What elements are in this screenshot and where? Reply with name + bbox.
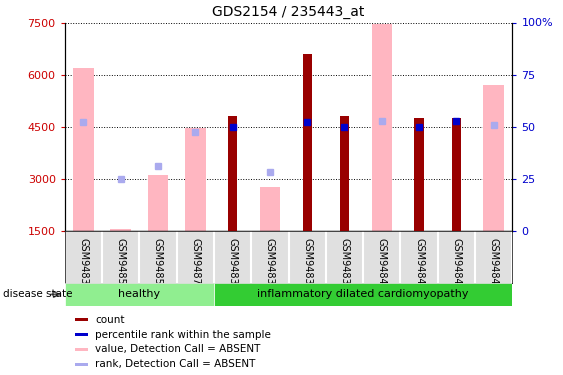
- Bar: [260, 187, 280, 231]
- Bar: [484, 85, 504, 231]
- Bar: [185, 128, 205, 231]
- Bar: [372, 24, 392, 231]
- Bar: [302, 54, 312, 231]
- Text: GSM94841: GSM94841: [414, 238, 424, 291]
- Text: value, Detection Call = ABSENT: value, Detection Call = ABSENT: [96, 344, 261, 354]
- Text: inflammatory dilated cardiomyopathy: inflammatory dilated cardiomyopathy: [257, 290, 469, 299]
- Bar: [110, 228, 131, 231]
- Text: disease state: disease state: [3, 290, 72, 299]
- Text: percentile rank within the sample: percentile rank within the sample: [96, 330, 271, 339]
- Bar: [75, 348, 88, 351]
- Bar: [75, 333, 88, 336]
- Text: GSM94843: GSM94843: [489, 238, 499, 291]
- Text: GSM94838: GSM94838: [302, 238, 312, 291]
- Text: GSM94836: GSM94836: [227, 238, 238, 291]
- Title: GDS2154 / 235443_at: GDS2154 / 235443_at: [212, 5, 365, 19]
- Text: GSM94831: GSM94831: [78, 238, 88, 291]
- Text: count: count: [96, 315, 125, 325]
- Text: GSM94839: GSM94839: [339, 238, 350, 291]
- Bar: [214, 283, 512, 306]
- Text: GSM94870: GSM94870: [190, 238, 200, 291]
- Bar: [414, 118, 424, 231]
- Bar: [75, 363, 88, 366]
- Text: rank, Detection Call = ABSENT: rank, Detection Call = ABSENT: [96, 359, 256, 369]
- Bar: [65, 283, 214, 306]
- Text: healthy: healthy: [118, 290, 160, 299]
- Bar: [75, 318, 88, 321]
- Bar: [73, 68, 93, 231]
- Text: GSM94854: GSM94854: [115, 238, 126, 291]
- Text: GSM94840: GSM94840: [377, 238, 387, 291]
- Bar: [148, 175, 168, 231]
- Bar: [452, 118, 461, 231]
- Bar: [340, 116, 349, 231]
- Text: GSM94842: GSM94842: [452, 238, 462, 291]
- Text: GSM94837: GSM94837: [265, 238, 275, 291]
- Text: GSM94855: GSM94855: [153, 238, 163, 291]
- Bar: [228, 116, 237, 231]
